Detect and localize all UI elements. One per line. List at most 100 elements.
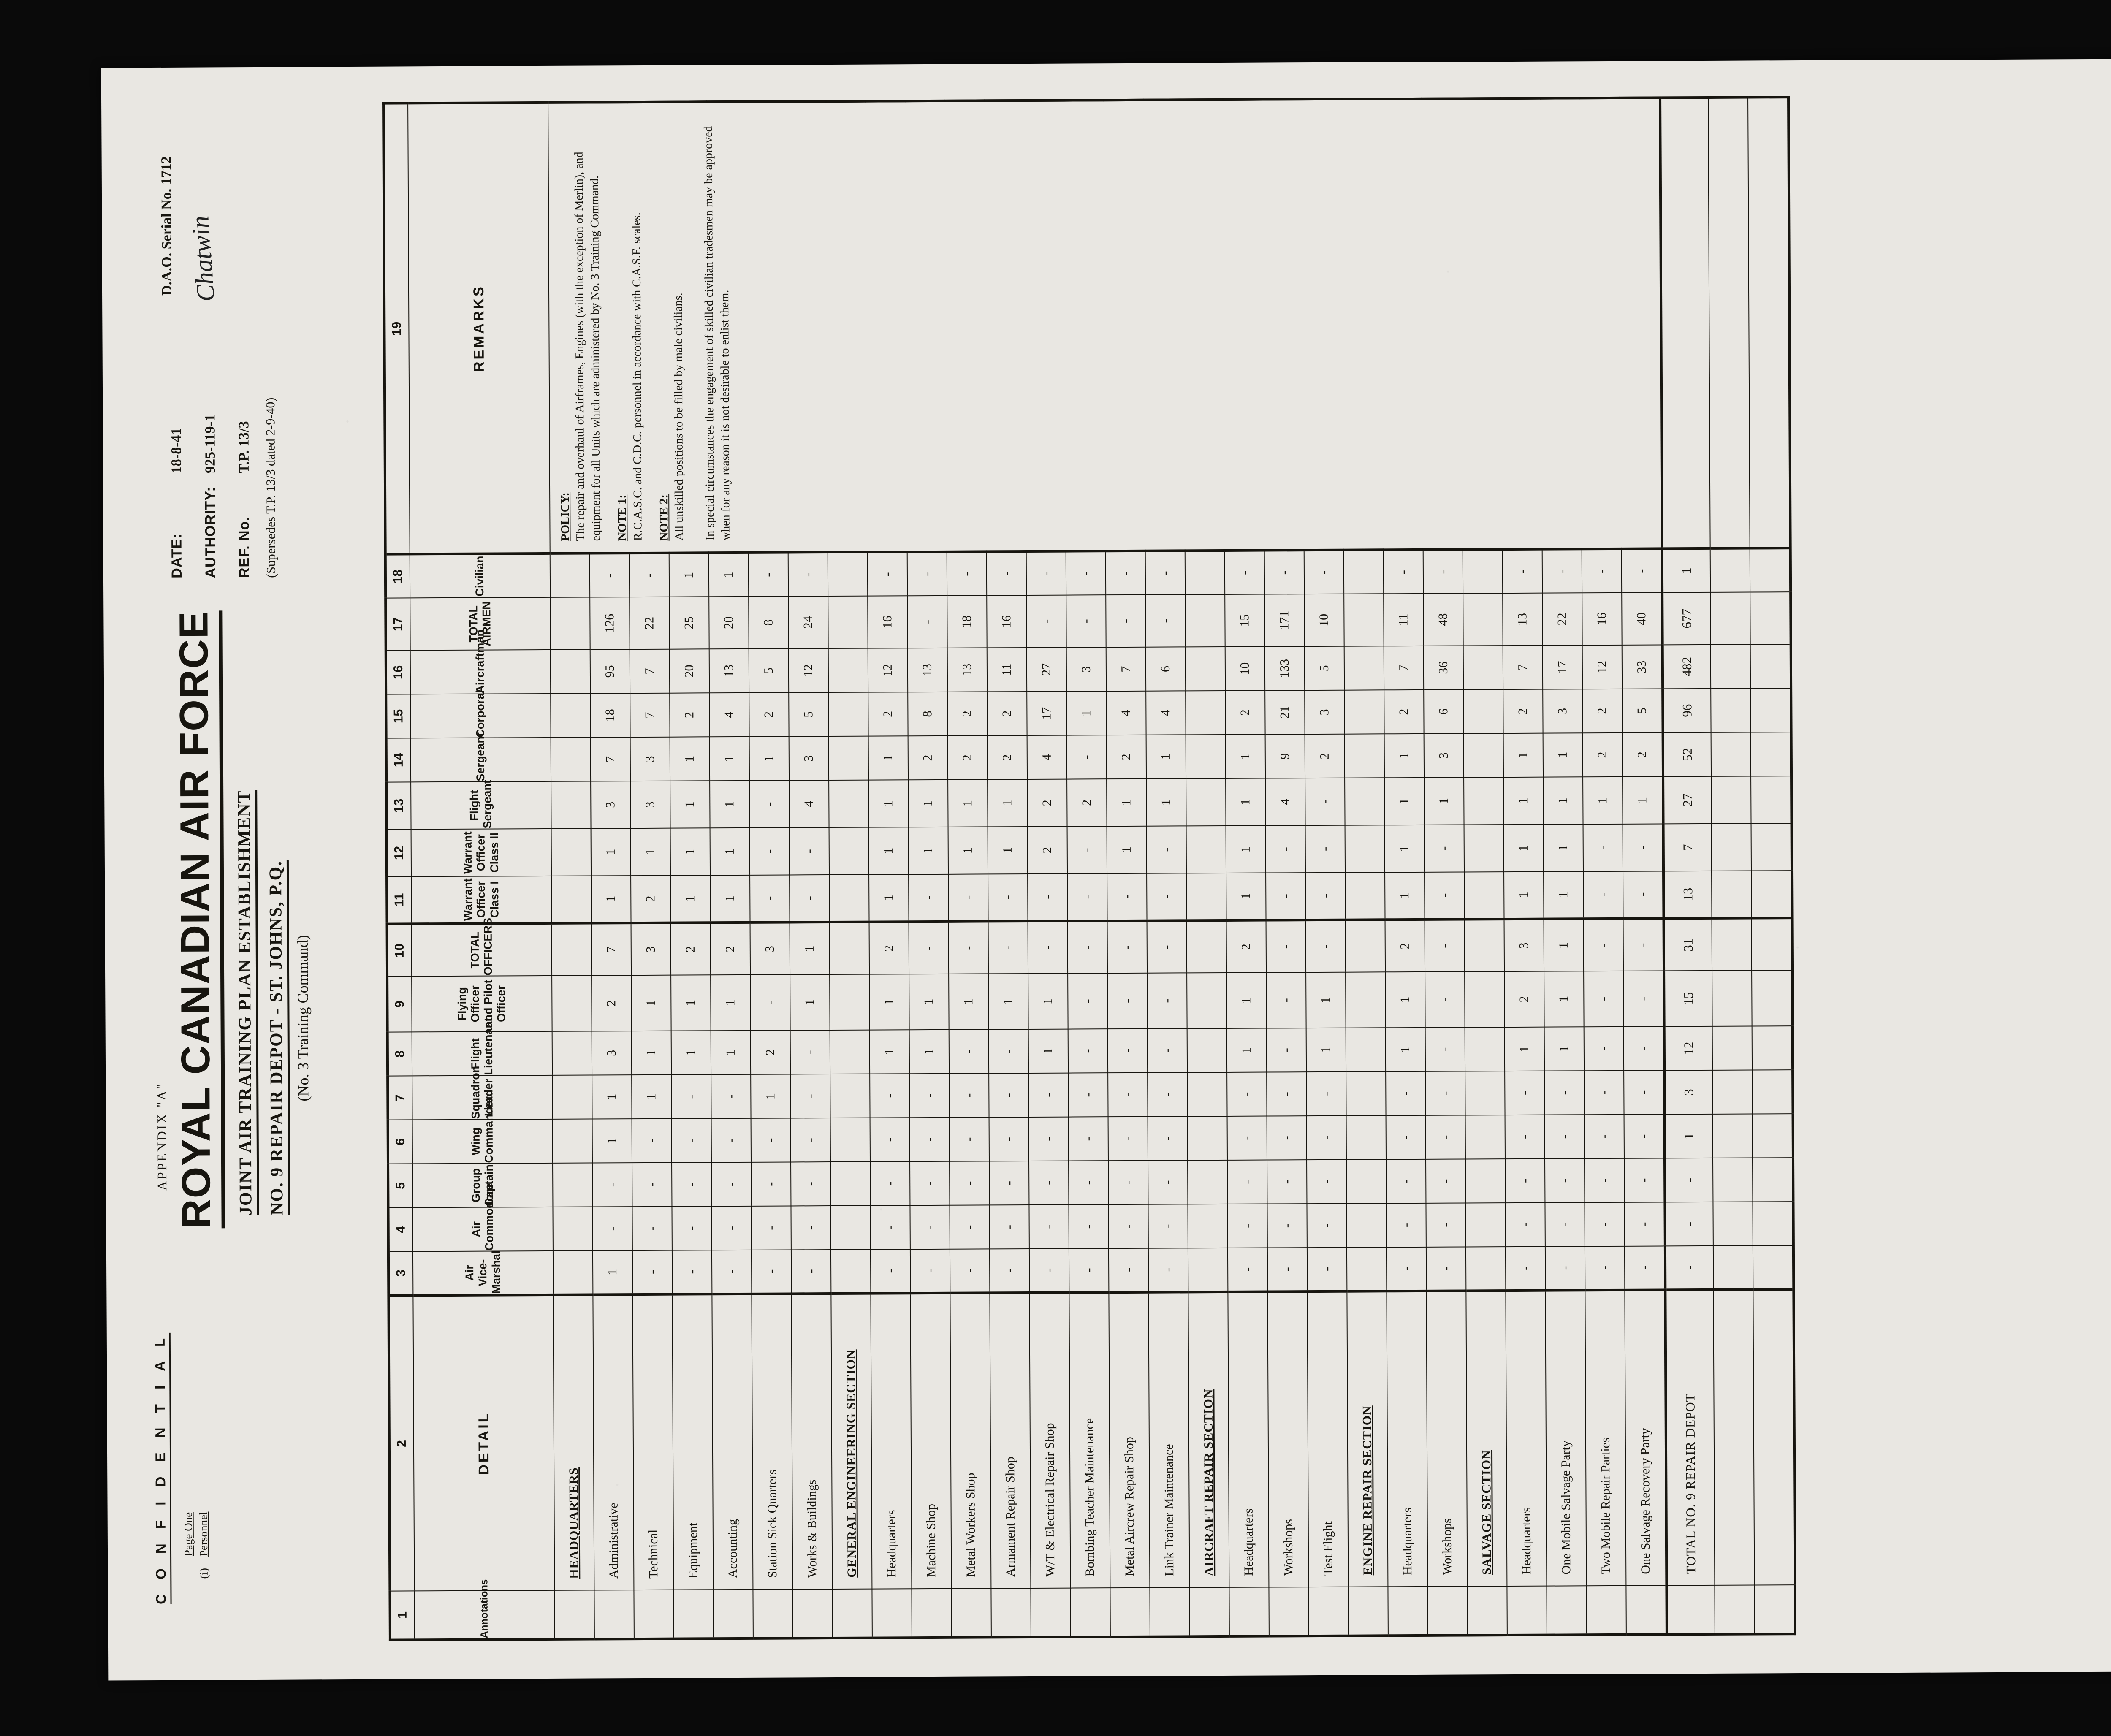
cell-flight-sergeant: 1 (710, 780, 750, 828)
remarks-paragraph: POLICY: The repair and overhaul of Airfr… (559, 149, 603, 541)
cell-total-airmen: 10 (1304, 594, 1344, 647)
cell-flight-sergeant (551, 781, 591, 829)
page-title: ROYAL CANADIAN AIR FORCE (171, 610, 225, 1229)
col-num-15: 15 (386, 694, 411, 738)
cell-civilian: - (867, 552, 908, 596)
cell-civilian: - (907, 551, 947, 596)
cell-group-captain: - (1544, 1158, 1585, 1203)
cell-civilian: - (1621, 548, 1663, 593)
cell-flying-officer-and-pilot-officer: - (1266, 972, 1306, 1028)
cell-blank (1751, 776, 1792, 824)
cell-detail: AIRCRAFT REPAIR SECTION (1188, 1291, 1229, 1588)
cell-flight-sergeant: 1 (670, 781, 710, 828)
cell-wing-commander: - (1227, 1116, 1267, 1160)
cell-air-vice-marshal: - (1148, 1248, 1188, 1292)
cell-warrant-officer-class-i: 1 (1385, 872, 1425, 920)
cell-warrant-officer-class-i: - (948, 874, 988, 922)
cell-squadron-leader: - (1028, 1073, 1069, 1117)
cell-flight-lieutenant (1187, 1028, 1227, 1073)
remarks-paragraph: NOTE 2: All unskilled positions to be fi… (657, 123, 733, 541)
cell-wing-commander: - (711, 1118, 752, 1163)
cell-total-airmen: 20 (709, 596, 749, 649)
cell-blank (1711, 732, 1751, 776)
cell-air-vice-marshal: - (1029, 1248, 1069, 1293)
cell-total-sergeant: 52 (1663, 732, 1712, 777)
cell-sergeant: 2 (947, 735, 988, 780)
cell-air-commodore: - (1227, 1204, 1267, 1248)
cell-air-vice-marshal: - (870, 1249, 911, 1294)
appendix-label: APPENDIX "A" (154, 1082, 170, 1191)
cell-flying-officer-and-pilot-officer: 1 (949, 974, 989, 1030)
cell-air-vice-marshal (830, 1249, 871, 1294)
cell-group-captain: - (950, 1161, 990, 1205)
cell-squadron-leader (1187, 1072, 1227, 1117)
cell-civilian: - (1502, 549, 1543, 594)
cell-remarks: POLICY: The repair and overhaul of Airfr… (548, 98, 1662, 553)
cell-annotations (1070, 1588, 1110, 1637)
cell-total-airmen (1463, 593, 1503, 646)
cell-warrant-officer-class-ii: - (1305, 825, 1346, 873)
cell-sergeant: 2 (987, 735, 1028, 780)
cell-total-officers: - (909, 921, 949, 974)
cell-detail-blank (1713, 1289, 1755, 1585)
cell-wing-commander (1346, 1115, 1387, 1160)
cell-corporal: 2 (1225, 690, 1265, 735)
cell-total-airmen: 16 (868, 596, 908, 648)
cell-civilian: - (947, 551, 987, 596)
cell-flight-sergeant (1464, 777, 1504, 825)
cell-air-commodore: - (989, 1204, 1029, 1249)
cell-detail: HEADQUARTERS (553, 1294, 594, 1590)
cell-flight-lieutenant: 2 (750, 1030, 791, 1074)
cell-air-commodore: - (950, 1205, 990, 1249)
cell-civilian: - (1264, 550, 1305, 594)
col-num-13: 13 (386, 782, 411, 830)
cell-sergeant: 9 (1265, 734, 1305, 778)
cell-flight-lieutenant (1346, 1028, 1386, 1072)
cell-flying-officer-and-pilot-officer: 1 (1385, 971, 1425, 1028)
cell-sergeant (1344, 734, 1385, 778)
cell-total-airmen: - (1145, 594, 1186, 647)
cell-aircraftman: 13 (947, 648, 988, 692)
cell-corporal (828, 692, 868, 737)
detail-label: Workshops (1281, 1519, 1296, 1576)
subtitle-establishment: JOINT AIR TRAINING PLAN ESTABLISHMENT (234, 790, 259, 1216)
cell-flying-officer-and-pilot-officer: - (1584, 971, 1624, 1027)
cell-warrant-officer-class-ii: 1 (1107, 826, 1147, 874)
cell-detail: Works & Buildings (791, 1294, 833, 1590)
cell-air-commodore: - (592, 1207, 632, 1251)
cell-civilian: - (986, 551, 1027, 596)
date-value: 18-8-41 (168, 428, 185, 474)
cell-corporal: 2 (670, 693, 710, 737)
cell-flight-sergeant: 1 (908, 779, 948, 827)
cell-flight-sergeant: 3 (630, 781, 670, 829)
cell-flight-sergeant: 1 (1384, 777, 1425, 825)
cell-air-commodore: - (870, 1205, 910, 1250)
header-rank-air-commodore: Air Commodore (412, 1183, 553, 1252)
cell-warrant-officer-class-ii: - (789, 827, 830, 875)
cell-flight-lieutenant: 1 (671, 1031, 711, 1075)
cell-detail: Armament Repair Shop (990, 1292, 1031, 1589)
cell-air-vice-marshal (1465, 1247, 1506, 1291)
cell-warrant-officer-class-i (1464, 872, 1504, 920)
cell-corporal: 2 (1582, 689, 1623, 733)
cell-total-air-commodore: - (1665, 1202, 1713, 1246)
cell-total-officers: - (1067, 921, 1108, 974)
cell-total-flying-officer-and-pilot-officer: 15 (1664, 970, 1712, 1027)
header-detail: DETAIL (413, 1294, 555, 1591)
cell-warrant-officer-class-ii: 2 (1027, 826, 1068, 874)
cell-corporal: 5 (789, 692, 829, 737)
cell-annotations (1189, 1587, 1229, 1637)
cell-flight-sergeant: 1 (1424, 777, 1464, 825)
cell-total-airmen: 126 (590, 597, 630, 650)
cell-total-officers: 2 (1226, 920, 1267, 973)
cell-civilian: - (1423, 549, 1463, 594)
cell-blank (1750, 688, 1791, 732)
cell-blank (1751, 918, 1793, 971)
remarks-paragraph: NOTE 1: R.C.A.S.C. and C.D.C. personnel … (616, 212, 645, 541)
cell-corporal: 21 (1265, 690, 1305, 735)
cell-flight-sergeant: 4 (1265, 778, 1305, 826)
cell-warrant-officer-class-ii: - (1583, 824, 1623, 872)
cell-wing-commander: - (1028, 1117, 1069, 1161)
cell-corporal (1344, 690, 1384, 734)
cell-warrant-officer-class-i (829, 874, 869, 922)
